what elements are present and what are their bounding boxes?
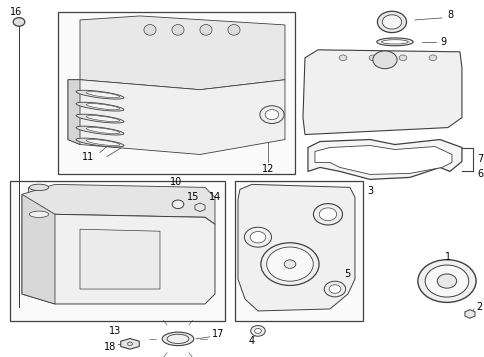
Text: 7: 7 bbox=[476, 155, 482, 165]
Circle shape bbox=[329, 285, 340, 293]
Circle shape bbox=[265, 110, 278, 120]
Text: 11: 11 bbox=[82, 152, 94, 162]
Ellipse shape bbox=[29, 184, 48, 191]
Circle shape bbox=[284, 260, 295, 268]
Polygon shape bbox=[314, 146, 451, 175]
Circle shape bbox=[324, 281, 345, 297]
Polygon shape bbox=[22, 214, 214, 304]
Circle shape bbox=[313, 203, 342, 225]
Text: 8: 8 bbox=[446, 10, 452, 20]
Circle shape bbox=[260, 243, 318, 286]
Text: 6: 6 bbox=[476, 170, 482, 180]
Polygon shape bbox=[68, 80, 80, 145]
Ellipse shape bbox=[76, 90, 123, 99]
Circle shape bbox=[417, 260, 475, 302]
Ellipse shape bbox=[86, 140, 120, 146]
Text: 9: 9 bbox=[439, 37, 445, 47]
Circle shape bbox=[368, 55, 376, 61]
Circle shape bbox=[377, 11, 406, 32]
Ellipse shape bbox=[76, 138, 123, 147]
Ellipse shape bbox=[144, 25, 156, 35]
Polygon shape bbox=[121, 338, 139, 349]
Circle shape bbox=[172, 200, 183, 208]
Polygon shape bbox=[80, 16, 285, 90]
Text: 4: 4 bbox=[248, 336, 255, 346]
Ellipse shape bbox=[166, 334, 188, 343]
Text: 5: 5 bbox=[343, 269, 349, 279]
Polygon shape bbox=[464, 310, 474, 318]
Ellipse shape bbox=[86, 92, 120, 98]
Ellipse shape bbox=[171, 25, 183, 35]
Text: 1: 1 bbox=[444, 252, 450, 262]
Polygon shape bbox=[302, 50, 461, 135]
Text: 13: 13 bbox=[108, 326, 121, 336]
Polygon shape bbox=[58, 12, 294, 175]
Ellipse shape bbox=[76, 126, 123, 135]
Ellipse shape bbox=[227, 25, 240, 35]
Circle shape bbox=[424, 265, 468, 297]
Text: 16: 16 bbox=[10, 7, 22, 17]
Text: 2: 2 bbox=[475, 302, 481, 312]
Text: 12: 12 bbox=[261, 165, 273, 175]
Ellipse shape bbox=[86, 116, 120, 122]
Circle shape bbox=[250, 326, 265, 336]
Circle shape bbox=[398, 55, 406, 61]
Ellipse shape bbox=[376, 38, 412, 46]
Circle shape bbox=[428, 55, 436, 61]
Ellipse shape bbox=[199, 25, 212, 35]
Ellipse shape bbox=[86, 127, 120, 134]
Circle shape bbox=[372, 51, 396, 69]
Ellipse shape bbox=[127, 342, 132, 346]
Circle shape bbox=[437, 274, 456, 288]
Polygon shape bbox=[234, 181, 362, 321]
Polygon shape bbox=[22, 194, 55, 304]
Circle shape bbox=[13, 17, 25, 26]
Circle shape bbox=[318, 208, 336, 221]
Circle shape bbox=[338, 55, 346, 61]
Text: 3: 3 bbox=[366, 186, 372, 196]
Circle shape bbox=[254, 328, 261, 333]
Polygon shape bbox=[68, 80, 285, 155]
Polygon shape bbox=[10, 181, 225, 321]
Ellipse shape bbox=[162, 332, 193, 346]
Polygon shape bbox=[238, 184, 354, 311]
Polygon shape bbox=[28, 187, 50, 214]
Circle shape bbox=[244, 227, 271, 247]
Circle shape bbox=[381, 15, 401, 29]
Text: 18: 18 bbox=[104, 342, 116, 352]
Polygon shape bbox=[22, 184, 214, 224]
Circle shape bbox=[266, 247, 313, 281]
Circle shape bbox=[250, 231, 265, 243]
Text: 10: 10 bbox=[169, 177, 182, 187]
Circle shape bbox=[259, 106, 284, 124]
Ellipse shape bbox=[29, 211, 48, 217]
Ellipse shape bbox=[76, 114, 123, 123]
Text: 15: 15 bbox=[186, 192, 199, 202]
Text: 14: 14 bbox=[209, 192, 221, 202]
Polygon shape bbox=[80, 229, 160, 289]
Ellipse shape bbox=[86, 104, 120, 110]
Polygon shape bbox=[307, 140, 461, 180]
Ellipse shape bbox=[76, 102, 123, 111]
Text: 17: 17 bbox=[212, 329, 224, 339]
Polygon shape bbox=[195, 203, 205, 212]
Ellipse shape bbox=[381, 40, 408, 44]
